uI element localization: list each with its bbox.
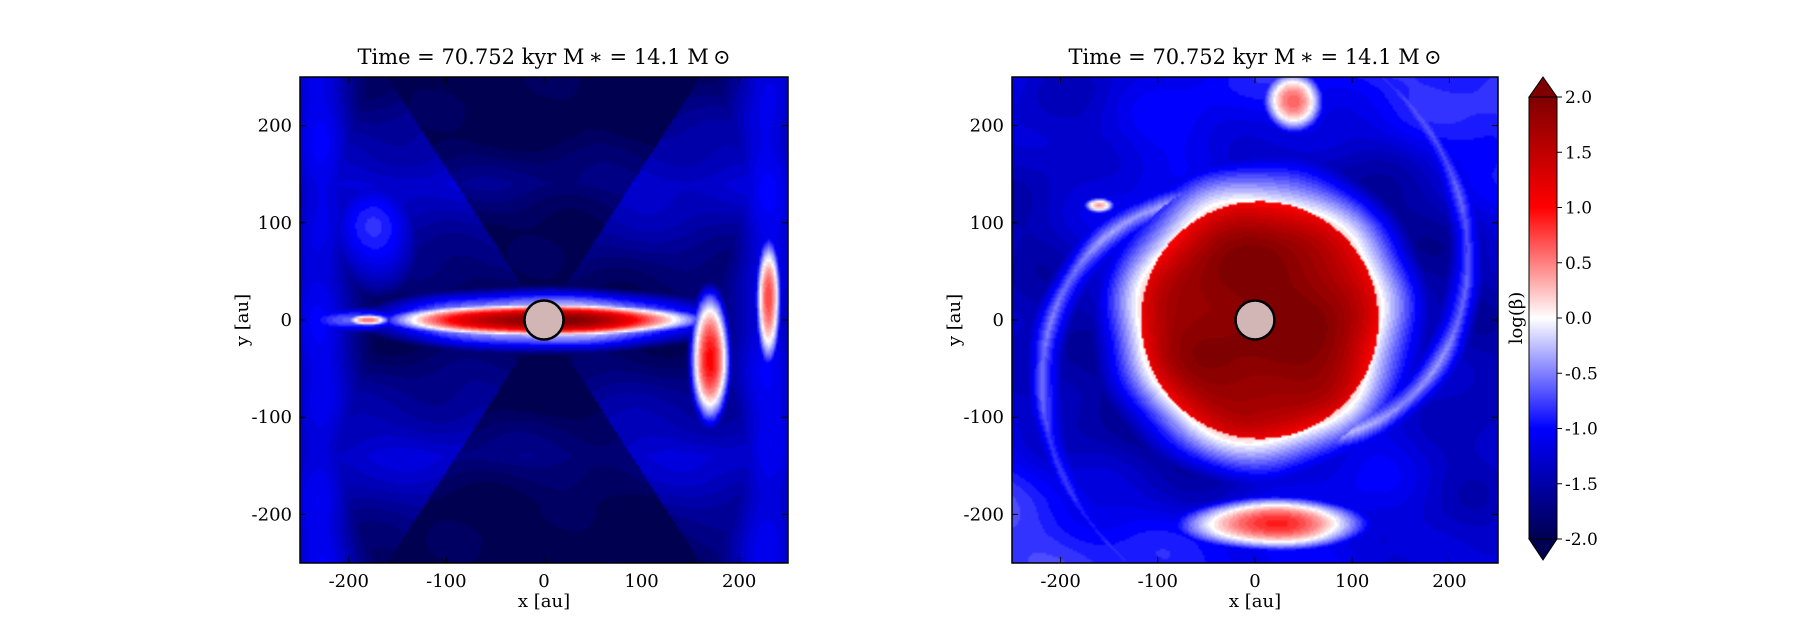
colorbar-tick-label: -1.5	[1565, 475, 1598, 495]
x-tick-label: 200	[722, 571, 756, 592]
x-tick-label: 100	[624, 571, 658, 592]
colorbar-extend-top	[1528, 76, 1558, 98]
right-x-axis-label: x [au]	[1229, 591, 1281, 612]
x-tick-label: 100	[1335, 571, 1369, 592]
colorbar-label: log(β)	[1506, 292, 1527, 345]
right-star-marker	[1234, 299, 1276, 341]
x-tick-label: 200	[1432, 571, 1466, 592]
colorbar-tick-label: 0.5	[1565, 254, 1592, 274]
x-tick-label: -100	[1138, 571, 1178, 592]
y-tick-label: 0	[281, 310, 292, 331]
left-panel-title: Time = 70.752 kyr M ∗ = 14.1 M ⊙	[357, 45, 730, 69]
right-panel: Time = 70.752 kyr M ∗ = 14.1 M ⊙ -200 -10…	[944, 45, 1499, 612]
y-tick-label: -100	[964, 407, 1004, 428]
colorbar-tick-label: -0.5	[1565, 364, 1598, 384]
y-tick-label: -200	[252, 504, 292, 525]
left-y-axis-label: y [au]	[232, 294, 253, 347]
colorbar: 2.0 1.5 1.0 0.5 0.0 -0.5 -1.0 -1.5 -2.0 log(β)	[1506, 76, 1598, 561]
colorbar-tick-label: 1.5	[1565, 143, 1592, 163]
left-panel: Time = 70.752 kyr M ∗ = 14.1 M ⊙ -200 -10…	[232, 45, 789, 612]
y-tick-label: -200	[964, 504, 1004, 525]
right-panel-title: Time = 70.752 kyr M ∗ = 14.1 M ⊙	[1068, 45, 1441, 69]
x-tick-label: 0	[538, 571, 549, 592]
left-axis-ticks: -200 -100 0 100 200 -200 -100 0 100 200	[252, 77, 788, 592]
x-tick-label: -100	[426, 571, 466, 592]
left-x-axis-label: x [au]	[518, 591, 570, 612]
colorbar-tick-label: -2.0	[1565, 530, 1598, 550]
y-tick-label: 200	[258, 116, 292, 137]
colorbar-tick-label: 2.0	[1565, 88, 1592, 108]
x-tick-label: -200	[1040, 571, 1080, 592]
colorbar-tick-label: 1.0	[1565, 199, 1592, 219]
colorbar-tick-label: -1.0	[1565, 420, 1598, 440]
right-y-axis-label: y [au]	[944, 294, 965, 347]
right-axis-ticks: -200 -100 0 100 200 -200 -100 0 100 200	[964, 77, 1498, 592]
y-tick-label: -100	[252, 407, 292, 428]
colorbar-ticks: 2.0 1.5 1.0 0.5 0.0 -0.5 -1.0 -1.5 -2.0	[1557, 88, 1598, 550]
colorbar-gradient	[1528, 96, 1558, 540]
colorbar-tick-label: 0.0	[1565, 309, 1592, 329]
colorbar-extend-bottom	[1528, 538, 1558, 561]
y-tick-label: 100	[970, 213, 1004, 234]
x-tick-label: -200	[329, 571, 369, 592]
y-tick-label: 100	[258, 213, 292, 234]
y-tick-label: 200	[970, 116, 1004, 137]
left-star-marker	[523, 299, 565, 341]
x-tick-label: 0	[1249, 571, 1260, 592]
y-tick-label: 0	[993, 310, 1004, 331]
